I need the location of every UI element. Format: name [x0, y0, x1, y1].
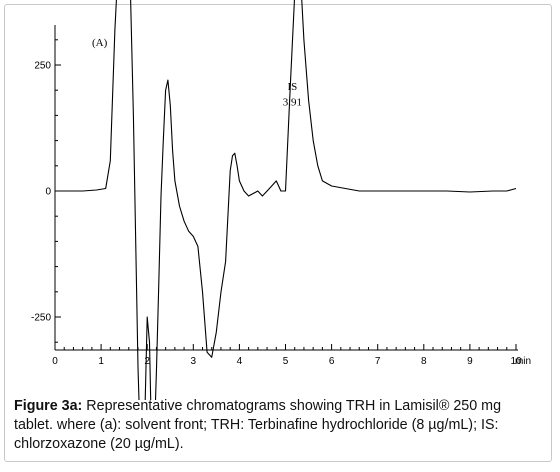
chromatogram-chart: 012345678910min5002500-250-500 (A)aTRH5.…: [31, 0, 531, 400]
x-tick-label: 5: [283, 356, 289, 367]
x-tick-label: 9: [467, 356, 473, 367]
x-tick-label: 2: [144, 356, 150, 367]
tick-layer: 012345678910min5002500-250-500: [31, 39, 531, 367]
panel-label: (A): [92, 37, 108, 49]
annotation-layer: (A)aTRH5.25IS3.91: [92, 37, 302, 108]
x-tick-label: 1: [98, 356, 104, 367]
x-tick-label: 4: [237, 356, 243, 367]
x-tick-label: 10: [510, 356, 522, 367]
x-tick-label: 7: [375, 356, 381, 367]
x-unit-label: min: [515, 356, 531, 367]
peak-annotation: 3.91: [283, 96, 302, 108]
figure-frame: [4, 4, 552, 462]
x-tick-label: 3: [191, 356, 197, 367]
caption-label: Figure 3a:: [14, 398, 83, 414]
axes: [54, 25, 518, 351]
y-tick-label: -250: [31, 313, 51, 324]
x-tick-label: 8: [421, 356, 427, 367]
caption-text: Representative chromatograms showing TRH…: [14, 398, 502, 452]
y-tick-label: 250: [34, 61, 51, 72]
x-tick-label: 0: [52, 356, 58, 367]
chromatogram-trace: [55, 0, 517, 400]
figure-caption: Figure 3a: Representative chromatograms …: [14, 397, 542, 454]
series-layer: [55, 0, 517, 400]
y-tick-label: 0: [45, 187, 51, 198]
x-tick-label: 6: [329, 356, 335, 367]
peak-annotation: IS: [288, 81, 298, 93]
